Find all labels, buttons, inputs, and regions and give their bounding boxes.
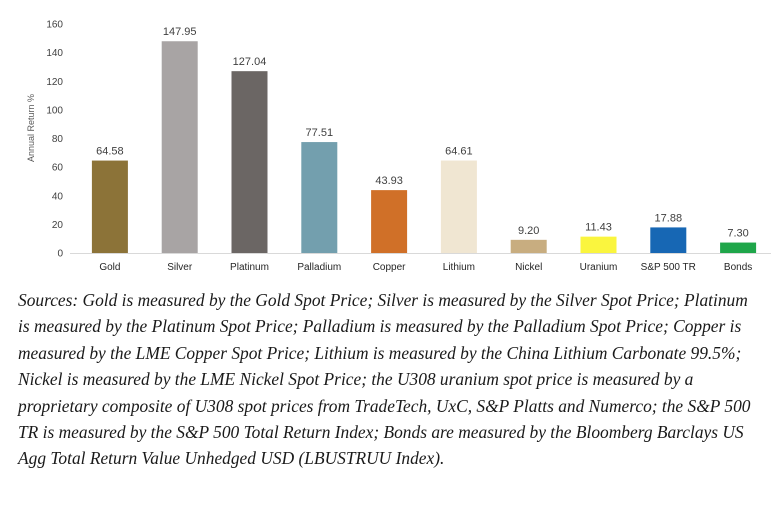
value-label: 147.95: [163, 26, 197, 38]
value-labels: 64.58 147.95 127.04 77.51 43.93 64.61 9.20 11.4…: [96, 26, 749, 239]
bar-nickel: [510, 239, 547, 253]
value-label: 127.04: [233, 56, 267, 68]
x-category-label: Bonds: [724, 262, 752, 273]
bar-copper: [371, 190, 408, 253]
x-category-label: Uranium: [580, 262, 618, 273]
x-category-label: Platinum: [230, 262, 269, 273]
value-label: 64.61: [445, 146, 473, 158]
bar-series: [91, 41, 757, 253]
bar-palladium: [301, 142, 338, 253]
x-category-label: Nickel: [515, 262, 542, 273]
value-label: 64.58: [96, 146, 124, 158]
y-tick-label: 100: [46, 105, 63, 116]
bar-s-p-500-tr: [650, 227, 687, 253]
y-tick-label: 20: [52, 220, 64, 231]
annual-return-bar-chart: Annual Return % 0 20 40 60 80 100 120 140 160 64…: [26, 20, 771, 273]
value-label: 9.20: [518, 225, 539, 237]
bar-gold: [91, 160, 128, 253]
bar-silver: [161, 41, 198, 253]
bar-platinum: [231, 71, 268, 253]
x-category-label: Lithium: [443, 262, 475, 273]
y-tick-label: 0: [57, 249, 63, 260]
value-label: 11.43: [585, 222, 612, 234]
y-tick-label: 40: [52, 191, 64, 202]
bar-lithium: [440, 160, 477, 253]
x-category-label: Copper: [373, 262, 406, 273]
y-axis-title: Annual Return %: [26, 94, 36, 162]
y-tick-label: 60: [52, 163, 64, 174]
bar-bonds: [720, 242, 757, 253]
y-tick-label: 120: [46, 77, 63, 88]
y-tick-label: 80: [52, 134, 64, 145]
y-tick-label: 160: [46, 20, 63, 31]
y-axis-ticks: 0 20 40 60 80 100 120 140 160: [46, 20, 63, 260]
x-axis-category-labels: Gold Silver Platinum Palladium Copper Lithium…: [99, 262, 752, 273]
y-tick-label: 140: [46, 48, 63, 59]
x-category-label: Gold: [99, 262, 120, 273]
bar-uranium: [580, 236, 617, 253]
x-category-label: Silver: [167, 262, 193, 273]
value-label: 77.51: [306, 127, 334, 139]
sources-footnote: Sources: Gold is measured by the Gold Sp…: [18, 290, 751, 469]
value-label: 43.93: [375, 175, 403, 187]
value-label: 17.88: [655, 212, 683, 224]
x-category-label: Palladium: [297, 262, 341, 273]
x-category-label: S&P 500 TR: [641, 262, 696, 273]
value-label: 7.30: [727, 228, 748, 240]
